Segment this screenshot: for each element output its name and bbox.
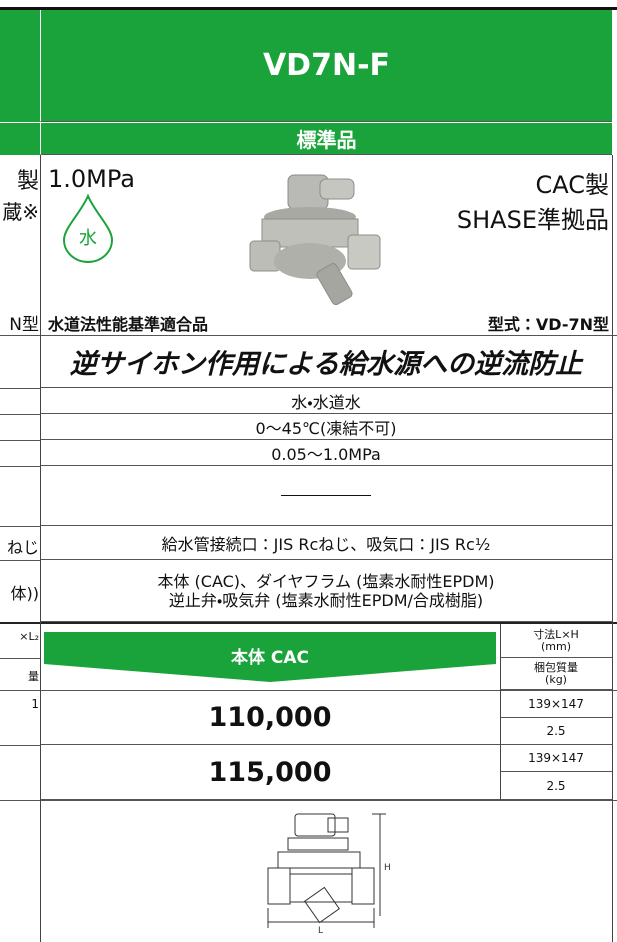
product-photo xyxy=(249,174,381,306)
left-clipped: 体)) xyxy=(10,584,40,603)
pressure-range: 0.05〜1.0MPa xyxy=(40,440,612,466)
length-label: L xyxy=(318,926,323,936)
row-line xyxy=(0,800,617,801)
header-text: (mm) xyxy=(540,639,571,653)
header-text: 梱包質量 xyxy=(534,660,578,674)
price: 110,000 xyxy=(40,691,500,745)
material: CAC製 xyxy=(535,171,609,199)
left-clipped: ねじ xyxy=(6,538,39,557)
empty-spec xyxy=(40,466,612,526)
row-line xyxy=(0,658,40,659)
weight-header: 梱包質量 (kg) xyxy=(500,658,612,690)
left-clipped: ×L₂ xyxy=(19,630,39,643)
row-line xyxy=(0,690,617,691)
standard: SHASE準拠品 xyxy=(456,206,609,234)
left-clipped: 量 xyxy=(28,670,39,683)
dash xyxy=(281,495,371,496)
price-banner: 本体 CAC xyxy=(44,632,496,682)
water-icon: 水 xyxy=(62,193,114,263)
height-label: H xyxy=(384,863,391,873)
materials-line: 本体 (CAC)、ダイヤフラム (塩素水耐性EPDM) xyxy=(157,571,495,591)
fluid: 水・水道水 xyxy=(40,388,612,414)
type-code: 型式：VD-7N型 xyxy=(487,315,609,334)
materials: 本体 (CAC)、ダイヤフラム (塩素水耐性EPDM) 逆止弁・吸気弁 (塩素水… xyxy=(40,560,612,622)
dimension-drawing: H L xyxy=(267,813,391,936)
left-clipped: 蔵※ xyxy=(2,200,39,224)
temperature: 0〜45℃(凍結不可) xyxy=(40,414,612,440)
standard-label: 標準品 xyxy=(40,122,612,155)
weight: 2.5 xyxy=(500,772,612,800)
size-header: 寸法L×H (mm) xyxy=(500,624,612,658)
row-line xyxy=(0,414,40,415)
column-rule xyxy=(500,624,501,800)
price: 115,000 xyxy=(40,745,500,800)
top-border xyxy=(0,7,617,10)
weight: 2.5 xyxy=(500,718,612,745)
header-text: 寸法L×H xyxy=(533,627,579,641)
row-line xyxy=(0,622,617,624)
column-rule xyxy=(40,155,41,942)
left-clipped: 1 xyxy=(31,697,39,711)
pressure: 1.0MPa xyxy=(48,165,135,193)
size: 139×147 xyxy=(500,691,612,718)
row-line xyxy=(0,526,40,527)
row-line xyxy=(0,745,40,746)
left-header xyxy=(0,10,40,122)
row-line xyxy=(0,335,617,336)
left-clipped: N型 xyxy=(9,315,39,335)
row-line xyxy=(0,440,40,441)
row-line xyxy=(0,466,40,467)
left-clipped: 製 xyxy=(16,169,39,194)
column-rule xyxy=(612,155,613,942)
materials-line: 逆止弁・吸気弁 (塩素水耐性EPDM/合成樹脂) xyxy=(168,590,484,610)
size: 139×147 xyxy=(500,745,612,772)
model-title: VD7N-F xyxy=(40,10,612,122)
certification: 水道法性能基準適合品 xyxy=(48,315,209,334)
row-line xyxy=(0,388,40,389)
left-header-band xyxy=(0,122,40,155)
header-text: (kg) xyxy=(545,672,567,686)
banner-label: 本体 CAC xyxy=(230,647,309,668)
feature: 逆サイホン作用による給水源への逆流防止 xyxy=(40,336,612,388)
water-icon-label: 水 xyxy=(79,228,97,249)
row-line xyxy=(0,560,40,561)
connection: 給水管接続口：JIS Rcねじ、吸気口：JIS Rc½ xyxy=(40,526,612,560)
